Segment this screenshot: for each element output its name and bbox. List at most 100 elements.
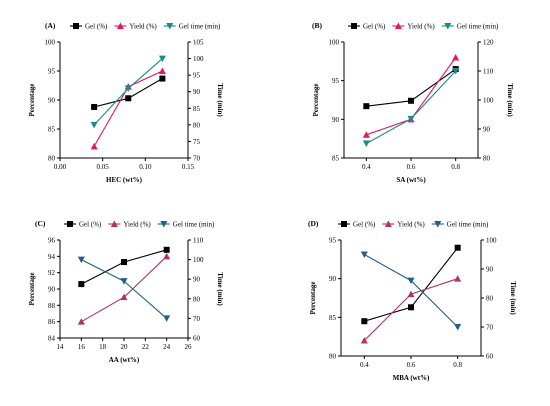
y2-axis-title: Time (min) [216,272,224,306]
x-tick-label: 0.4 [360,361,369,369]
y2-tick-label: 100 [483,97,494,105]
data-point [360,251,368,258]
x-tick-label: 20 [121,343,129,351]
legend-entry: Gel (%) [348,23,386,31]
data-point [158,67,166,74]
axes-frame [59,42,189,159]
legend-marker [160,221,168,228]
legend-entry: Gel time (min) [441,23,499,31]
y-axis-title: Percentage [28,273,36,306]
data-point [125,95,132,102]
legend-entry: Gel time (min) [157,221,215,229]
data-point [124,85,132,92]
y-tick-label: 80 [48,155,56,163]
legend-label: Gel time (min) [457,23,499,31]
series-0 [78,246,170,288]
y2-tick-label: 90 [483,126,491,134]
data-point [163,252,171,260]
x-tick-label: 0.05 [97,163,110,171]
x-tick-label: 0.10 [139,163,152,171]
data-point [408,304,414,311]
y-tick-label: 90 [332,116,340,124]
x-tick-label: 0.8 [451,163,460,171]
y2-tick-label: 80 [193,295,201,303]
y2-tick-label: 90 [193,276,201,284]
data-point [407,115,415,123]
x-tick-label: 0.00 [54,163,67,171]
y2-tick-label: 70 [486,324,494,332]
y-tick-label: 94 [48,253,56,261]
data-point [407,290,415,298]
x-axis-title: MBA (wt%) [393,374,430,382]
y-tick-label: 80 [329,353,337,361]
y-tick-label: 95 [329,237,337,245]
legend-marker [110,220,118,227]
y-tick-label: 100 [329,39,340,47]
legend-marker [434,221,442,228]
legend-entry: Yield (%) [114,22,157,31]
y2-axis-title: Time (min) [506,83,514,117]
data-point [454,275,462,282]
legend-label: Gel (%) [79,221,102,229]
panel-label: (C) [35,219,46,228]
y2-tick-label: 80 [483,155,491,163]
legend-marker [73,23,79,29]
data-point [91,103,98,110]
y2-axis-title: Time (min) [509,281,517,315]
series-1 [77,252,171,325]
data-point [77,318,85,325]
legend-label: Yield (%) [123,221,151,229]
series-1 [362,53,460,138]
y-tick-label: 90 [329,275,337,283]
data-point [454,324,462,331]
y2-tick-label: 70 [193,315,201,323]
y-tick-label: 92 [48,269,56,277]
data-point [163,315,171,322]
series-2 [360,251,462,331]
x-tick-label: 26 [185,343,193,351]
legend-marker [116,22,124,29]
series-1 [360,275,462,344]
y-tick-label: 85 [332,155,340,163]
y-tick-label: 90 [48,286,56,294]
panel-0: 0.00 0.05 0.10 0.15 80 85 90 95 100 70 75 80 85 90 95 1… [28,21,224,184]
y-tick-label: 95 [48,68,56,76]
y2-tick-label: 110 [483,68,494,76]
legend-marker [351,23,357,29]
series-0 [361,244,461,325]
y2-tick-label: 60 [193,335,201,343]
legend-entry: Gel (%) [338,221,376,229]
legend-label: Yield (%) [129,23,157,31]
y-axis-title: Percentage [309,282,317,315]
x-tick-label: 0.6 [407,361,416,369]
x-tick-label: 0.6 [407,163,416,171]
panel-2: 14 16 18 20 22 24 26 84 86 88 90 92 94 96 60 70 80 90 100 1… [28,219,224,364]
legend-marker [341,221,347,227]
y2-tick-label: 70 [193,155,201,163]
y2-tick-label: 105 [193,39,204,47]
y-tick-label: 100 [45,39,56,47]
y2-tick-label: 100 [486,237,497,245]
legend-entry: Yield (%) [108,220,151,229]
y-tick-label: 88 [48,302,56,310]
series-line [366,70,457,144]
data-point [90,142,98,150]
data-point [163,246,170,253]
legend-entry: Gel time (min) [431,221,489,229]
x-tick-label: 0.4 [362,163,371,171]
legend-entry: Yield (%) [382,220,425,229]
y2-tick-label: 85 [193,105,201,113]
legend-label: Gel (%) [363,23,386,31]
panel-1: 0.4 0.6 0.8 85 90 95 100 80 90 100 110 120 SA (wt%) P… [312,21,514,184]
series-line [93,70,163,147]
y-axis-title: Percentage [312,84,320,117]
y2-tick-label: 60 [486,353,494,361]
x-axis-title: SA (wt%) [396,176,426,184]
series-line [93,78,163,108]
x-tick-label: 16 [78,343,86,351]
legend-marker [394,22,402,29]
x-tick-label: 14 [57,343,65,351]
y2-tick-label: 120 [483,39,494,47]
legend-label: Gel (%) [85,23,108,31]
data-point [360,337,368,344]
